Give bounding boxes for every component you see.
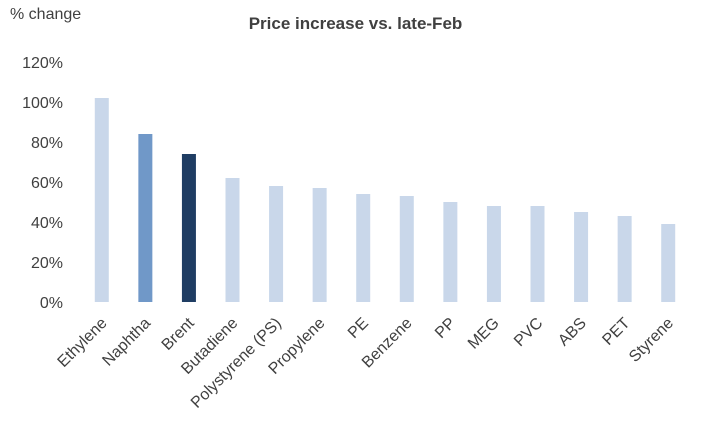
- chart-title: Price increase vs. late-Feb: [248, 14, 463, 33]
- x-tick-label: Styrene: [626, 315, 677, 366]
- bar: [356, 194, 371, 302]
- bar: [530, 206, 545, 302]
- y-tick-label: 0%: [40, 295, 63, 312]
- bar: [617, 216, 632, 302]
- bar: [443, 202, 458, 302]
- y-tick-label: 80%: [31, 135, 63, 152]
- x-tick-label: Naphtha: [99, 315, 154, 370]
- bar: [138, 134, 153, 302]
- y-tick-label: 120%: [22, 55, 63, 72]
- x-tick-label: PET: [599, 315, 633, 349]
- x-tick-label: PE: [345, 315, 372, 342]
- bar: [574, 212, 589, 302]
- bar: [399, 196, 414, 302]
- x-tick-label: ABS: [555, 315, 590, 350]
- y-tick-label: 40%: [31, 215, 63, 232]
- x-tick-label: PVC: [511, 315, 546, 350]
- bar: [94, 98, 109, 302]
- y-tick-label: 100%: [22, 95, 63, 112]
- x-tick-label: PP: [432, 315, 459, 342]
- bar: [181, 154, 196, 302]
- bar: [661, 224, 676, 302]
- bar: [269, 186, 284, 302]
- x-tick-label: Ethylene: [55, 315, 111, 371]
- y-axis-unit-label: % change: [10, 6, 82, 23]
- bar: [225, 178, 240, 302]
- bar: [486, 206, 501, 302]
- y-tick-label: 20%: [31, 255, 63, 272]
- x-tick-label: Brent: [159, 314, 198, 353]
- bar: [312, 188, 327, 302]
- x-tick-label: MEG: [465, 315, 503, 353]
- y-tick-label: 60%: [31, 175, 63, 192]
